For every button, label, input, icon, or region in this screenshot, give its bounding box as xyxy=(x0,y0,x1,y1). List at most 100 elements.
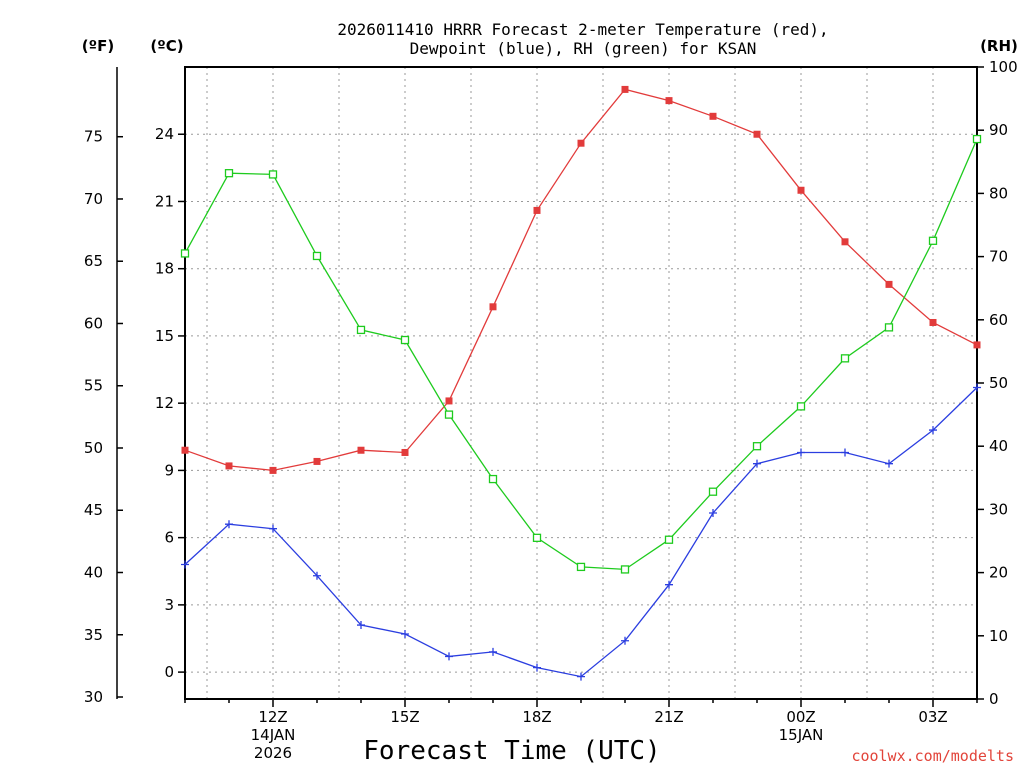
axes: 0 3 6 9 12 15 18 21 24 30 35 40 45 50 55 60 65 70 75 0 10 20 3… xyxy=(84,58,1018,762)
x-tick-label: 21Z xyxy=(654,708,683,726)
data-point xyxy=(621,636,629,645)
data-point xyxy=(841,238,849,246)
rh-tick-label: 70 xyxy=(989,248,1008,266)
data-point xyxy=(665,580,673,589)
fahrenheit-tick-label: 45 xyxy=(84,501,103,519)
data-point xyxy=(929,426,937,435)
data-point xyxy=(269,524,277,533)
fahrenheit-tick-label: 75 xyxy=(84,128,103,146)
data-point xyxy=(400,335,410,345)
x-tick-label: 00Z xyxy=(786,708,815,726)
data-point xyxy=(444,410,454,419)
data-point xyxy=(884,323,894,332)
chart-title-line-1: 2026011410 HRRR Forecast 2-meter Tempera… xyxy=(337,20,828,39)
rh-tick-label: 10 xyxy=(989,627,1008,645)
rh-tick-label: 50 xyxy=(989,374,1008,392)
data-point xyxy=(973,341,981,349)
fahrenheit-tick-label: 65 xyxy=(84,252,103,270)
celsius-tick-label: 24 xyxy=(155,125,174,143)
rh-tick-label: 20 xyxy=(989,564,1008,582)
series-line xyxy=(184,387,978,678)
credit-link[interactable]: coolwx.com/modelts xyxy=(851,747,1014,765)
data-point xyxy=(401,448,409,456)
x-tick-label: 15Z xyxy=(390,708,419,726)
data-point xyxy=(357,621,365,630)
data-point xyxy=(312,251,322,261)
data-point xyxy=(532,533,542,542)
chart-title-line-2: Dewpoint (blue), RH (green) for KSAN xyxy=(410,39,757,58)
data-point xyxy=(224,169,234,178)
data-point xyxy=(621,85,629,93)
rh-unit-label: (RH) xyxy=(980,37,1018,55)
data-point xyxy=(445,652,453,661)
series-dewpoint xyxy=(181,383,981,681)
data-point xyxy=(709,508,717,517)
fahrenheit-tick-label: 40 xyxy=(84,564,103,582)
data-point xyxy=(708,487,718,496)
data-point xyxy=(180,249,190,258)
data-point xyxy=(225,520,233,529)
series-layer xyxy=(180,85,982,681)
data-point xyxy=(840,354,850,363)
plot-frame xyxy=(184,66,978,700)
data-point xyxy=(709,112,717,120)
fahrenheit-tick-label: 55 xyxy=(84,377,103,395)
fahrenheit-unit-label: (ºF) xyxy=(82,37,114,55)
celsius-tick-label: 9 xyxy=(164,461,174,479)
data-point xyxy=(973,383,981,392)
data-point xyxy=(181,560,189,569)
x-tick-label: 18Z xyxy=(522,708,551,726)
data-point xyxy=(753,130,761,138)
fahrenheit-tick-label: 70 xyxy=(84,190,103,208)
celsius-tick-label: 18 xyxy=(155,260,174,278)
data-point xyxy=(929,318,937,326)
data-point xyxy=(445,397,453,405)
x-tick-label: 14JAN xyxy=(251,726,296,744)
data-point xyxy=(533,206,541,214)
data-point xyxy=(752,442,762,451)
data-point xyxy=(664,535,674,544)
data-point xyxy=(797,186,805,194)
x-tick-label: 12Z xyxy=(258,708,287,726)
grid xyxy=(185,67,977,699)
data-point xyxy=(928,236,938,245)
data-point xyxy=(665,97,673,105)
data-point xyxy=(357,446,365,454)
celsius-unit-label: (ºC) xyxy=(150,37,183,55)
rh-tick-label: 60 xyxy=(989,311,1008,329)
data-point xyxy=(181,446,189,454)
data-point xyxy=(313,571,321,580)
fahrenheit-tick-label: 35 xyxy=(84,626,103,644)
rh-tick-label: 40 xyxy=(989,437,1008,455)
data-point xyxy=(356,325,366,335)
data-point xyxy=(972,134,982,144)
data-point xyxy=(225,462,233,470)
rh-tick-label: 30 xyxy=(989,500,1008,518)
x-tick-label: 03Z xyxy=(918,708,947,726)
data-point xyxy=(620,565,630,574)
celsius-tick-label: 3 xyxy=(164,596,174,614)
data-point xyxy=(489,647,497,656)
fahrenheit-tick-label: 50 xyxy=(84,439,103,457)
data-point xyxy=(796,402,806,411)
rh-tick-label: 80 xyxy=(989,184,1008,202)
rh-tick-label: 0 xyxy=(989,690,999,708)
data-point xyxy=(313,457,321,465)
data-point xyxy=(885,459,893,468)
celsius-tick-label: 15 xyxy=(155,327,174,345)
x-axis-title: Forecast Time (UTC) xyxy=(363,736,660,766)
data-point xyxy=(401,630,409,639)
x-tick-label: 15JAN xyxy=(779,726,824,744)
fahrenheit-tick-label: 30 xyxy=(84,688,103,706)
data-point xyxy=(885,280,893,288)
data-point xyxy=(533,663,541,672)
celsius-tick-label: 6 xyxy=(164,529,174,547)
data-point xyxy=(269,466,277,474)
celsius-tick-label: 0 xyxy=(164,663,174,681)
fahrenheit-tick-label: 60 xyxy=(84,314,103,332)
data-point xyxy=(488,474,498,484)
rh-tick-label: 100 xyxy=(989,58,1018,76)
celsius-tick-label: 21 xyxy=(155,192,174,210)
data-point xyxy=(577,139,585,147)
